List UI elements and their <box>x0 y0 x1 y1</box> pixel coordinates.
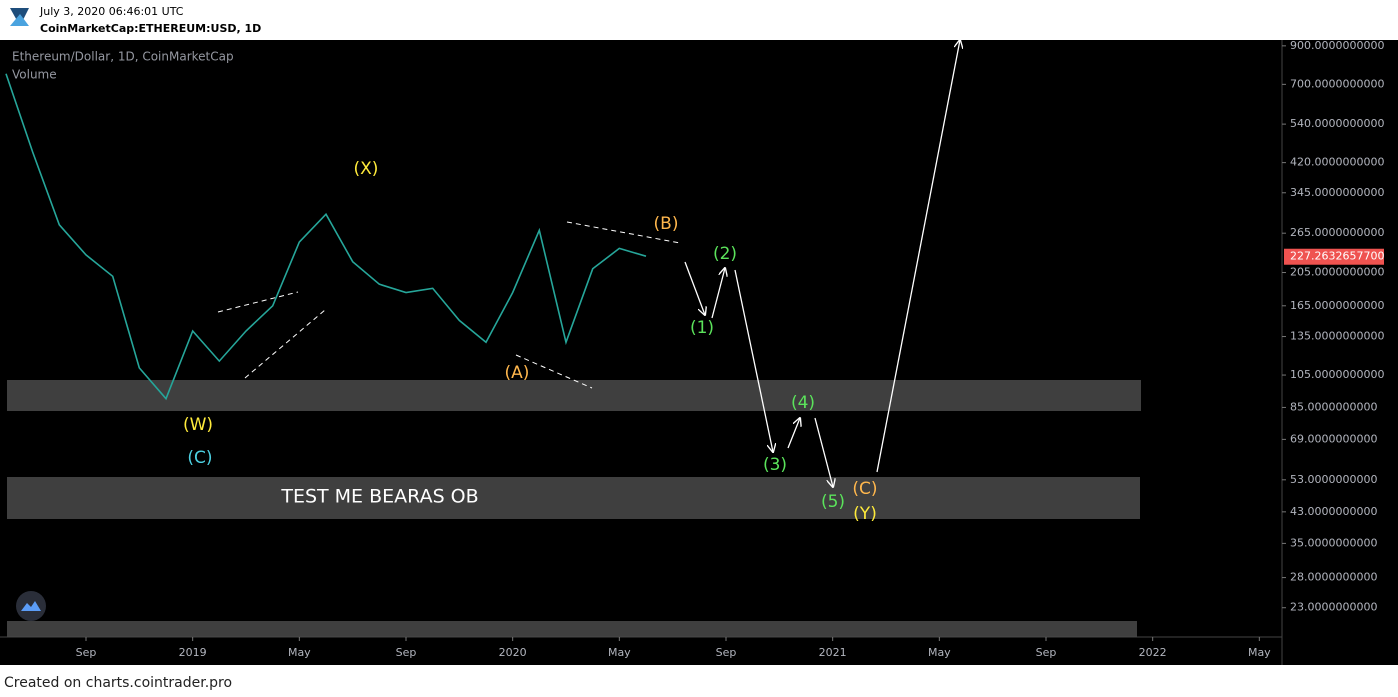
zone <box>7 380 1141 411</box>
annotation: (4) <box>791 393 815 413</box>
price-line <box>5 73 647 401</box>
x-tick-label: 2022 <box>1139 646 1167 659</box>
x-tick-label: Sep <box>716 646 737 659</box>
chart-panel <box>0 40 1398 665</box>
y-tick-label: 85.0000000000 <box>1290 400 1377 413</box>
x-tick-label: May <box>928 646 951 659</box>
footer: Created on charts.cointrader.pro <box>4 675 232 691</box>
annotation: (X) <box>354 159 379 179</box>
arrow <box>711 268 725 319</box>
annotation: (A) <box>505 363 530 383</box>
y-tick-label: 135.0000000000 <box>1290 330 1384 343</box>
annotation: (1) <box>690 318 714 338</box>
y-tick-label: 540.0000000000 <box>1290 117 1384 130</box>
y-tick-label: 165.0000000000 <box>1290 299 1384 312</box>
y-tick-label: 700.0000000000 <box>1290 77 1384 90</box>
y-tick-label: 345.0000000000 <box>1290 186 1384 199</box>
annotation: (5) <box>821 492 845 512</box>
x-tick-label: 2020 <box>499 646 527 659</box>
arrow <box>876 40 960 473</box>
timestamp: July 3, 2020 06:46:01 UTC <box>39 5 184 18</box>
volume-label: Volume <box>12 68 57 82</box>
x-tick-label: May <box>1248 646 1271 659</box>
y-tick-label: 53.0000000000 <box>1290 473 1377 486</box>
x-tick-label: May <box>608 646 631 659</box>
logo <box>10 14 29 26</box>
y-tick-label: 69.0000000000 <box>1290 432 1377 445</box>
x-tick-label: May <box>288 646 311 659</box>
zone <box>7 621 1137 637</box>
x-tick-label: Sep <box>1036 646 1057 659</box>
y-tick-label: 205.0000000000 <box>1290 266 1384 279</box>
arrow <box>787 418 800 449</box>
zone <box>7 477 1140 519</box>
tv-icon <box>21 601 41 611</box>
symbol: CoinMarketCap:ETHEREUM:USD, 1D <box>40 22 261 35</box>
arrow <box>684 261 705 315</box>
x-tick-label: 2019 <box>179 646 207 659</box>
y-tick-label: 43.0000000000 <box>1290 505 1377 518</box>
x-tick-label: 2021 <box>819 646 847 659</box>
annotation: (C) <box>187 448 212 468</box>
tv-button[interactable] <box>16 591 46 621</box>
annotation: (Y) <box>853 504 877 524</box>
trendline <box>515 354 593 389</box>
annotation: (B) <box>654 214 679 234</box>
annotation: (3) <box>763 455 787 475</box>
y-tick-label: 35.0000000000 <box>1290 536 1377 549</box>
y-tick-label: 420.0000000000 <box>1290 156 1384 169</box>
x-tick-label: Sep <box>76 646 97 659</box>
y-tick-label: 900.0000000000 <box>1290 39 1384 52</box>
y-tick-label: 23.0000000000 <box>1290 601 1377 614</box>
annotation: (W) <box>183 415 213 435</box>
y-tick-label: 28.0000000000 <box>1290 571 1377 584</box>
trendlines <box>217 221 681 389</box>
last-price-box <box>1284 248 1384 265</box>
annotation: (2) <box>713 244 737 264</box>
projection <box>684 40 960 487</box>
trendline <box>566 221 681 244</box>
trendline <box>217 291 299 313</box>
y-tick-label: 265.0000000000 <box>1290 226 1384 239</box>
y-tick-label: 105.0000000000 <box>1290 368 1384 381</box>
annotation: TEST ME BEARAS OB <box>280 486 478 508</box>
x-tick-label: Sep <box>396 646 417 659</box>
last-price-label: 227.2632657700 <box>1290 250 1384 263</box>
annotation: (C) <box>852 479 877 499</box>
legend-title: Ethereum/Dollar, 1D, CoinMarketCap <box>12 50 234 64</box>
arrow <box>734 269 773 452</box>
arrow <box>814 417 833 487</box>
